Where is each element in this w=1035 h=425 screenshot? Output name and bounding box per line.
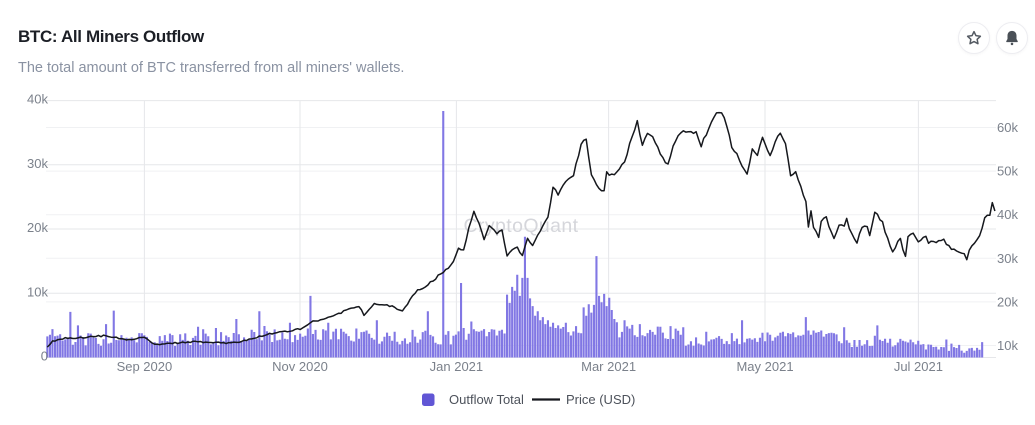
svg-text:10k: 10k — [27, 284, 48, 299]
svg-text:0: 0 — [41, 349, 48, 364]
svg-text:CryptoQuant: CryptoQuant — [464, 215, 579, 237]
svg-text:Jul 2021: Jul 2021 — [894, 359, 943, 374]
svg-text:50k: 50k — [997, 164, 1018, 179]
svg-text:30k: 30k — [27, 156, 48, 171]
svg-text:30k: 30k — [997, 251, 1018, 266]
svg-text:40k: 40k — [27, 92, 48, 107]
svg-text:20k: 20k — [27, 220, 48, 235]
svg-text:60k: 60k — [997, 120, 1018, 135]
svg-text:May 2021: May 2021 — [736, 359, 793, 374]
svg-text:10k: 10k — [997, 338, 1018, 353]
svg-text:Nov 2020: Nov 2020 — [272, 359, 328, 374]
svg-text:Outflow Total: Outflow Total — [449, 392, 524, 407]
svg-text:Mar 2021: Mar 2021 — [581, 359, 636, 374]
svg-text:40k: 40k — [997, 207, 1018, 222]
svg-text:20k: 20k — [997, 294, 1018, 309]
svg-text:Jan 2021: Jan 2021 — [430, 359, 484, 374]
svg-text:Price (USD): Price (USD) — [566, 392, 635, 407]
svg-text:Sep 2020: Sep 2020 — [117, 359, 173, 374]
